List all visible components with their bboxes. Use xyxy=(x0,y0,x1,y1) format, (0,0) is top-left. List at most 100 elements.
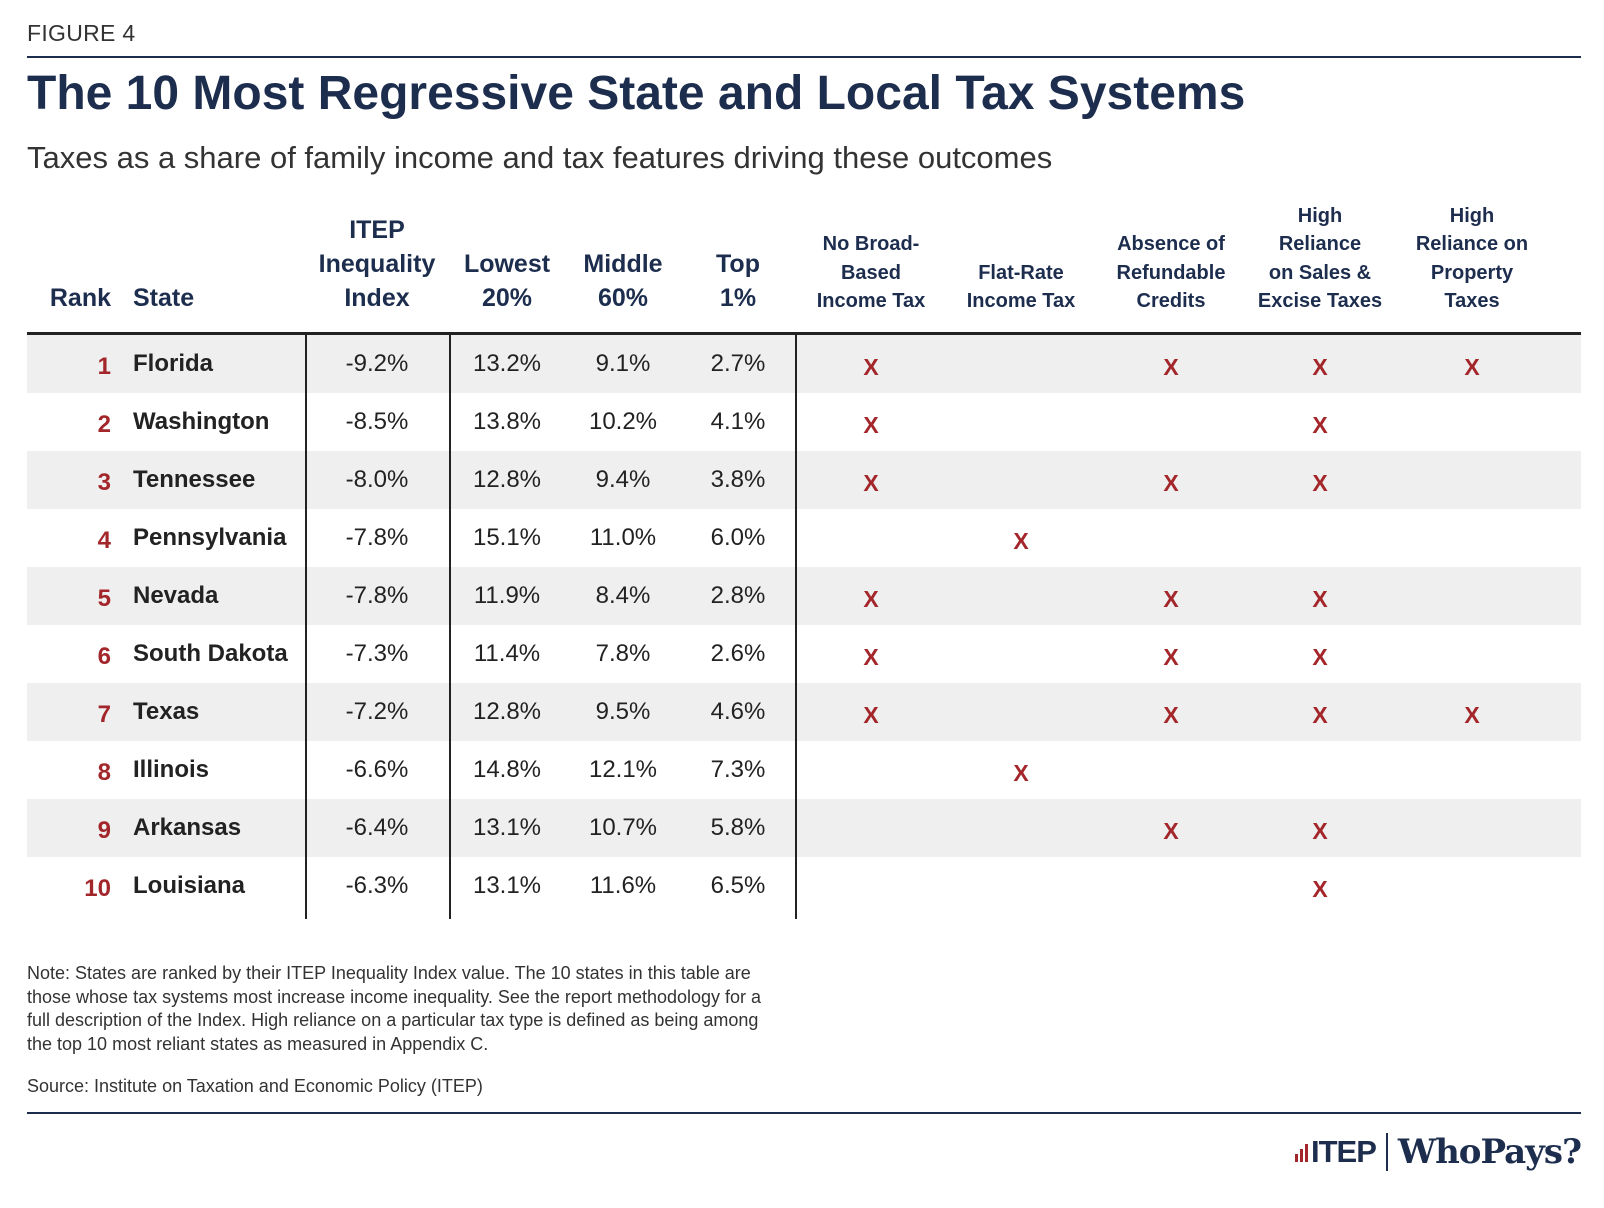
cell-index: -6.4% xyxy=(345,814,409,841)
column-header-line: 60% xyxy=(597,284,649,312)
cell-middle: 9.1% xyxy=(595,350,651,377)
feature-mark-f4: X xyxy=(1312,818,1328,844)
column-header-line: 20% xyxy=(481,284,533,312)
feature-mark-f4: X xyxy=(1312,644,1328,670)
feature-mark-f2: X xyxy=(1013,760,1029,786)
cell-rank: 5 xyxy=(97,585,111,612)
column-header-f4: High Reliance on Sales & Excise Taxes xyxy=(1245,202,1395,315)
source-note: Source: Institute on Taxation and Econom… xyxy=(27,1076,483,1096)
column-header-line: State xyxy=(133,284,195,312)
cell-index: -6.3% xyxy=(345,872,409,899)
feature-mark-f1: X xyxy=(863,412,879,438)
cell-state: Nevada xyxy=(133,582,219,609)
cell-rank: 2 xyxy=(97,411,111,438)
table-row: 3 Tennessee -8.0% 12.8% 9.4% 3.8% X X X xyxy=(27,451,1581,509)
feature-mark-f1: X xyxy=(863,586,879,612)
figure-label: FIGURE 4 xyxy=(27,20,136,46)
column-header-index: ITEP Inequality Index xyxy=(309,213,445,315)
cell-rank: 7 xyxy=(97,701,111,728)
bar-chart-icon xyxy=(1295,1142,1308,1162)
column-header-line: Top xyxy=(716,250,760,278)
column-header-line: on Sales & xyxy=(1268,261,1372,284)
column-header-line: Absence of xyxy=(1117,233,1225,256)
column-header-line: High xyxy=(1449,205,1495,228)
feature-mark-f3: X xyxy=(1163,818,1179,844)
cell-lowest: 13.1% xyxy=(472,872,542,899)
cell-index: -8.0% xyxy=(345,466,409,493)
cell-top: 4.1% xyxy=(710,408,766,435)
feature-mark-f2: X xyxy=(1013,528,1029,554)
feature-mark-f3: X xyxy=(1163,702,1179,728)
cell-rank: 9 xyxy=(97,817,111,844)
cell-top: 5.8% xyxy=(710,814,766,841)
cell-index: -7.2% xyxy=(345,698,409,725)
header-rule xyxy=(27,332,1581,335)
column-header-f1: No Broad- Based Income Tax xyxy=(797,230,945,315)
feature-mark-f4: X xyxy=(1312,702,1328,728)
column-header-line: Reliance on xyxy=(1415,233,1529,256)
cell-lowest: 12.8% xyxy=(472,698,542,725)
cell-index: -7.3% xyxy=(345,640,409,667)
column-header-line: Excise Taxes xyxy=(1257,289,1383,312)
cell-top: 2.6% xyxy=(710,640,766,667)
cell-state: Arkansas xyxy=(133,814,242,841)
cell-middle: 10.2% xyxy=(588,408,658,435)
column-header-middle: Middle 60% xyxy=(567,247,679,315)
cell-lowest: 13.1% xyxy=(472,814,542,841)
cell-rank: 1 xyxy=(97,353,111,380)
itep-whopays-logo: ITEP WhoPays? xyxy=(1295,1128,1582,1176)
feature-mark-f4: X xyxy=(1312,876,1328,902)
table-row: 8 Illinois -6.6% 14.8% 12.1% 7.3% X xyxy=(27,741,1581,799)
feature-mark-f1: X xyxy=(863,644,879,670)
itep-logo: ITEP xyxy=(1295,1134,1377,1170)
cell-lowest: 13.2% xyxy=(472,350,542,377)
cell-middle: 8.4% xyxy=(595,582,651,609)
cell-top: 6.0% xyxy=(710,524,766,551)
top-rule xyxy=(27,56,1581,58)
column-divider-top xyxy=(795,335,797,919)
column-header-line: Inequality xyxy=(318,250,436,278)
cell-top: 2.7% xyxy=(710,350,766,377)
cell-state: Tennessee xyxy=(133,466,256,493)
cell-middle: 11.6% xyxy=(589,872,657,899)
column-header-line: Taxes xyxy=(1444,289,1500,312)
column-header-line: Income Tax xyxy=(816,289,926,312)
cell-middle: 12.1% xyxy=(588,756,658,783)
cell-top: 6.5% xyxy=(710,872,766,899)
cell-rank: 4 xyxy=(97,527,111,554)
cell-state: Illinois xyxy=(133,756,210,783)
cell-rank: 6 xyxy=(97,643,111,670)
bottom-rule xyxy=(27,1112,1581,1114)
column-header-line: Refundable xyxy=(1116,261,1226,284)
table-row: 10 Louisiana -6.3% 13.1% 11.6% 6.5% X xyxy=(27,857,1581,915)
column-divider-index xyxy=(449,335,451,919)
feature-mark-f3: X xyxy=(1163,354,1179,380)
table-row: 2 Washington -8.5% 13.8% 10.2% 4.1% X X xyxy=(27,393,1581,451)
feature-mark-f1: X xyxy=(863,470,879,496)
column-header-line: Based xyxy=(840,261,902,284)
feature-mark-f3: X xyxy=(1163,644,1179,670)
cell-lowest: 11.9% xyxy=(473,582,541,609)
cell-index: -9.2% xyxy=(345,350,409,377)
whopays-wordmark: WhoPays? xyxy=(1397,1132,1582,1172)
column-header-f5: High Reliance on Property Taxes xyxy=(1397,202,1547,315)
cell-state: Washington xyxy=(133,408,270,435)
cell-index: -7.8% xyxy=(345,524,409,551)
cell-rank: 8 xyxy=(97,759,111,786)
chart-title: The 10 Most Regressive State and Local T… xyxy=(27,67,1246,120)
table-row: 7 Texas -7.2% 12.8% 9.5% 4.6% X X X X xyxy=(27,683,1581,741)
feature-mark-f4: X xyxy=(1312,470,1328,496)
column-header-line: Lowest xyxy=(463,250,551,278)
column-header-rank: Rank xyxy=(27,281,111,315)
column-header-line: 1% xyxy=(719,284,757,312)
footnote: Note: States are ranked by their ITEP In… xyxy=(27,963,762,1054)
cell-rank: 3 xyxy=(97,469,111,496)
table-header: Rank State ITEP Inequality Index Lowest 20% Mid… xyxy=(27,205,1581,325)
cell-state: South Dakota xyxy=(133,640,288,667)
column-header-line: Middle xyxy=(583,250,663,278)
feature-mark-f5: X xyxy=(1464,702,1480,728)
column-header-line: High xyxy=(1297,205,1343,228)
logo-divider xyxy=(1385,1133,1388,1171)
column-header-line: Flat-Rate xyxy=(978,261,1064,284)
cell-rank: 10 xyxy=(84,875,111,902)
